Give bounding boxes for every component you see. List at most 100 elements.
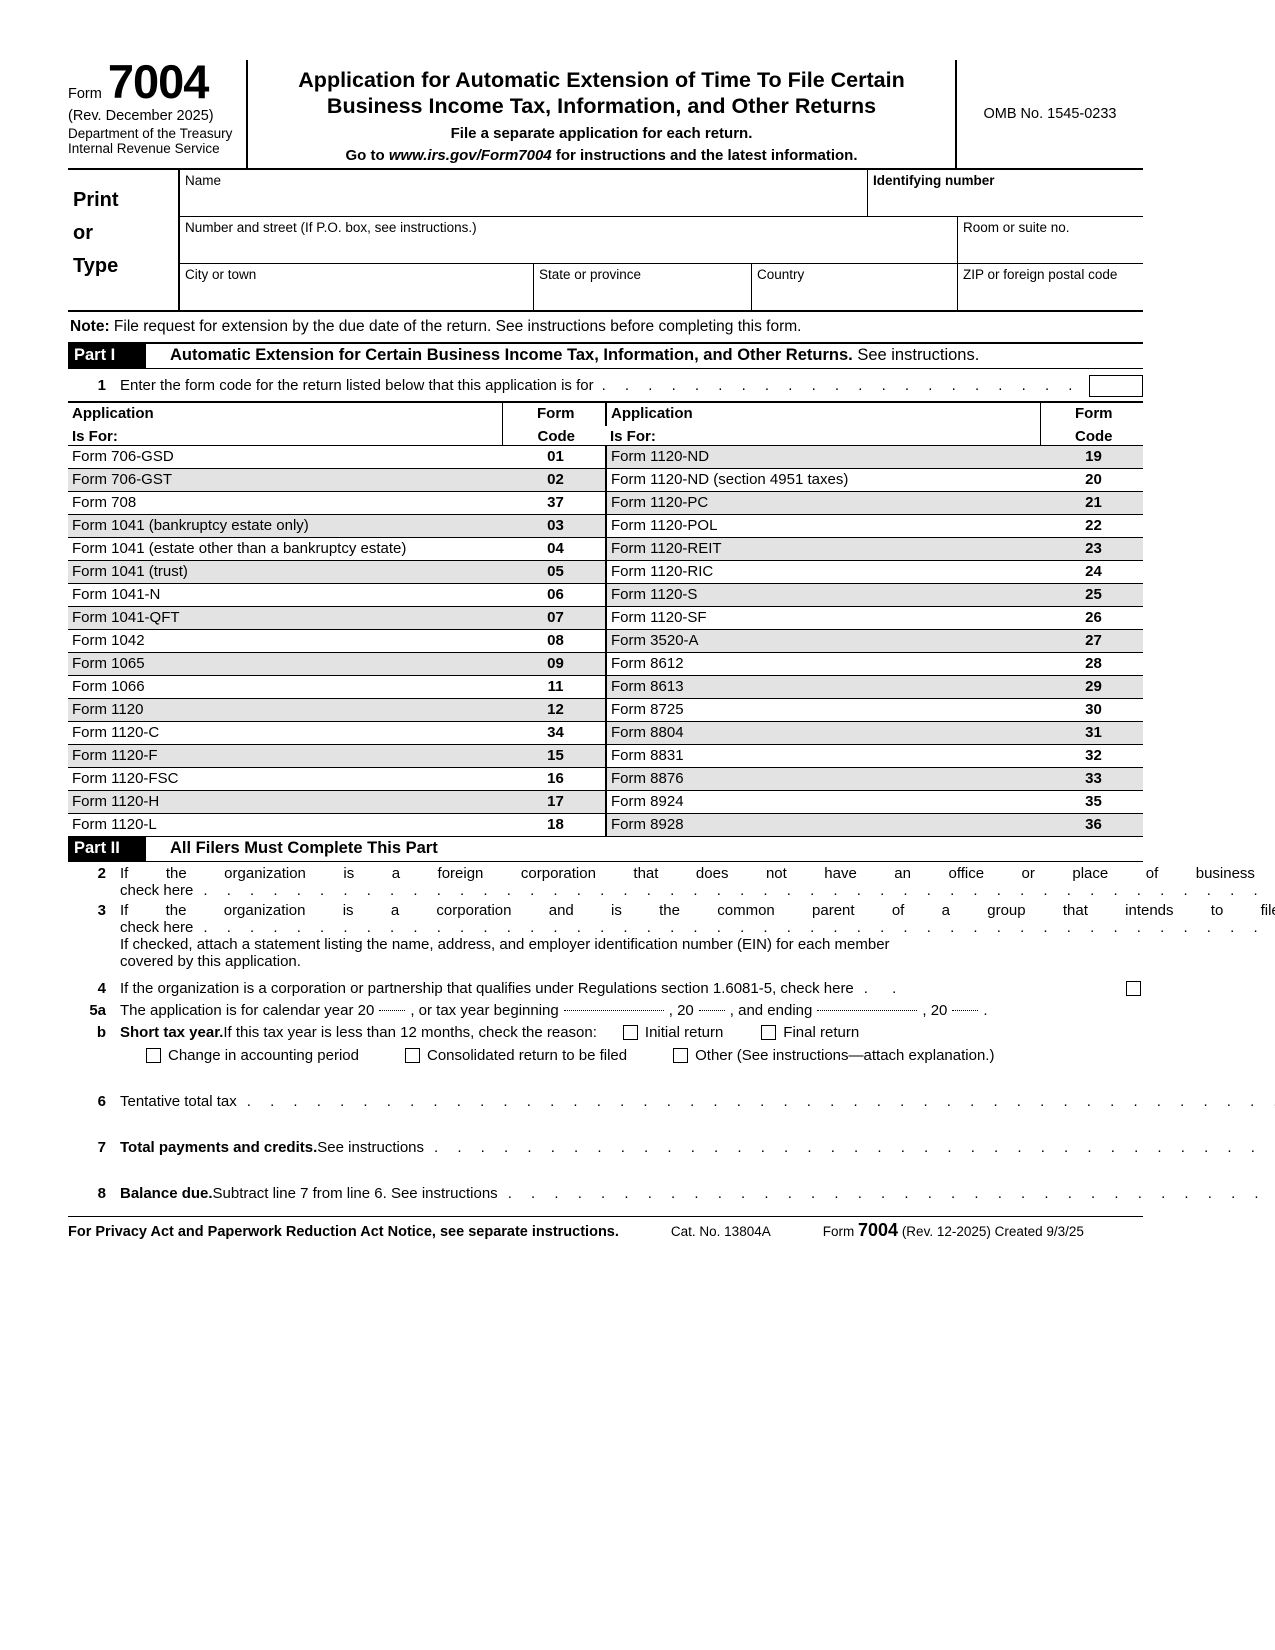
app-label: Form 708 <box>68 491 502 515</box>
line-4-item: 4 If the organization is a corporation o… <box>68 970 1143 997</box>
part-1-title-wrap: Automatic Extension for Certain Business… <box>146 344 979 368</box>
line-4-checkbox[interactable] <box>1126 981 1141 997</box>
app-label: Form 8831 <box>605 744 1040 768</box>
tax-year-begin-year-input[interactable] <box>698 1010 725 1012</box>
name-field[interactable]: Name <box>180 170 867 216</box>
app-code: 32 <box>1040 744 1143 768</box>
type-label: Type <box>73 254 119 277</box>
line-8-bold-label: Balance due. <box>120 1184 213 1202</box>
line-3-text-2: check here <box>120 919 194 937</box>
line-5b-body: Short tax year. If this tax year is less… <box>120 1024 1143 1064</box>
app-label: Form 1120-FSC <box>68 767 502 791</box>
line-8-text: Subtract line 7 from line 6. See instruc… <box>212 1184 498 1202</box>
header-form-left: Form <box>501 402 606 426</box>
address-block: Print or Type Name Identifying number Nu… <box>68 169 1143 312</box>
zip-label: ZIP or foreign postal code <box>963 266 1118 282</box>
part-2-tag: Part II <box>68 837 146 862</box>
table-row: Form 706-GST 02 Form 1120-ND (section 49… <box>68 468 1143 492</box>
app-code: 18 <box>547 816 564 834</box>
consolidated-return-checkbox[interactable] <box>404 1048 420 1064</box>
line-5a-seg-5: , 20 <box>922 1002 948 1020</box>
header-code-right: Code <box>1039 425 1143 446</box>
app-code: 02 <box>502 468 606 492</box>
city-field[interactable]: City or town <box>180 264 533 310</box>
line-2-item: 2 If the organization is a foreign corpo… <box>68 862 1275 900</box>
app-code: 15 <box>502 744 606 768</box>
app-label: Form 1120-ND <box>605 445 1040 469</box>
form-code-table-head: Application Form Application Form Is For… <box>68 402 1143 446</box>
form-word-label: Form <box>68 86 102 102</box>
line-4-check-row: If the organization is a corporation or … <box>120 980 1143 997</box>
line-3-number: 3 <box>97 902 106 920</box>
app-code: 30 <box>1040 698 1143 722</box>
department-line-1: Department of the Treasury <box>68 125 233 141</box>
department-line-2: Internal Revenue Service <box>68 141 220 157</box>
app-label: Form 8804 <box>605 721 1040 745</box>
form-header: Form 7004 (Rev. December 2025) Departmen… <box>68 55 1143 170</box>
line-2-text-2: check here <box>120 882 194 900</box>
form-footer: For Privacy Act and Paperwork Reduction … <box>68 1216 1143 1241</box>
app-code: 33 <box>1040 767 1143 791</box>
app-label: Form 706-GSD <box>68 445 502 469</box>
app-code: 03 <box>502 514 606 538</box>
line-8-number: 8 <box>97 1184 106 1202</box>
line-5b-number: b <box>96 1024 106 1042</box>
header-isfor-right: Is For: <box>606 425 1040 446</box>
app-label: Form 1041-N <box>68 583 502 607</box>
form-title-line-1: Application for Automatic Extension of T… <box>298 68 905 92</box>
irs-url-link[interactable]: www.irs.gov/Form7004 <box>388 146 552 164</box>
country-field[interactable]: Country <box>751 263 957 310</box>
app-code: 01 <box>502 445 606 469</box>
line-5b-row-2: Change in accounting period Consolidated… <box>120 1041 1143 1064</box>
tax-year-end-input[interactable] <box>817 1010 918 1012</box>
state-field[interactable]: State or province <box>533 263 751 310</box>
part-1-title-suffix: See instructions. <box>852 345 980 364</box>
app-label: Form 1120-L <box>72 816 157 834</box>
line-3-item: 3 If the organization is a corporation a… <box>68 899 1275 970</box>
change-accounting-period-checkbox[interactable] <box>146 1048 161 1064</box>
line-7-text: See instructions <box>317 1138 425 1156</box>
header-isfor-left: Is For: <box>68 425 502 446</box>
tax-year-end-year-input[interactable] <box>952 1010 979 1012</box>
line-2-leader-dots: . . . . . . . . . . . . . . . . . . . . … <box>203 882 1275 900</box>
line-1-form-code-input[interactable] <box>1089 374 1143 397</box>
final-return-checkbox[interactable] <box>761 1025 777 1041</box>
country-label: Country <box>757 266 805 282</box>
consolidated-return-label: Consolidated return to be filed <box>426 1047 628 1065</box>
tax-year-begin-input[interactable] <box>563 1010 664 1012</box>
part-2-banner: Part II All Filers Must Complete This Pa… <box>68 837 1143 863</box>
app-code: 25 <box>1040 583 1143 607</box>
app-label: Form 8876 <box>605 767 1040 791</box>
app-label: Form 1042 <box>68 629 502 653</box>
form-number: 7004 <box>107 55 210 108</box>
initial-return-checkbox[interactable] <box>622 1025 638 1041</box>
app-label: Form 1120-C <box>68 721 502 745</box>
line-7-number: 7 <box>97 1138 106 1156</box>
app-label: Form 1120-POL <box>605 514 1040 538</box>
zip-field[interactable]: ZIP or foreign postal code <box>957 263 1143 310</box>
line-5a-seg-2: , or tax year beginning <box>410 1002 559 1020</box>
table-row: Form 1120-FSC 16 Form 8876 33 <box>68 767 1143 791</box>
app-code: 31 <box>1040 721 1143 745</box>
street-label: Number and street (If P.O. box, see inst… <box>185 219 477 235</box>
line-7-bold-label: Total payments and credits. <box>120 1138 318 1156</box>
app-code: 06 <box>502 583 606 607</box>
app-label: Form 1120-REIT <box>605 537 1040 561</box>
line-6-leader-dots: . . . . . . . . . . . . . . . . . . . . … <box>246 1092 1275 1110</box>
street-field[interactable]: Number and street (If P.O. box, see inst… <box>180 217 957 263</box>
part-2-title: All Filers Must Complete This Part <box>170 839 438 858</box>
header-code-left: Code <box>501 425 606 446</box>
room-suite-field[interactable]: Room or suite no. <box>957 216 1143 263</box>
form-title-block: Application for Automatic Extension of T… <box>248 60 957 168</box>
table-row: Form 1065 09 Form 8612 28 <box>68 652 1143 676</box>
line-5a-body: The application is for calendar year 20 … <box>120 1002 1143 1019</box>
other-reason-checkbox[interactable] <box>673 1048 689 1064</box>
form-code-table: Application Form Application Form Is For… <box>68 402 1143 837</box>
app-code: 34 <box>502 721 606 745</box>
app-label: Form 1041 (estate other than a bankruptc… <box>68 537 502 561</box>
calendar-year-input[interactable] <box>379 1010 406 1012</box>
identifying-number-field[interactable]: Identifying number <box>867 169 1143 216</box>
app-code: 11 <box>502 675 606 699</box>
table-row: Form 1041-N 06 Form 1120-S 25 <box>68 583 1143 607</box>
